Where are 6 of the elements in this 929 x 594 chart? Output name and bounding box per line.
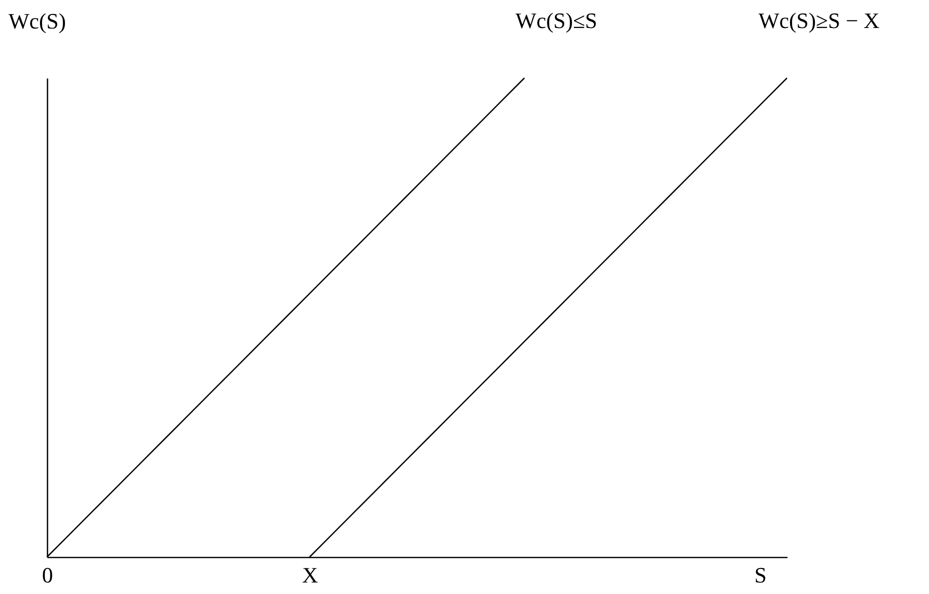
y-axis-title: Wc(S) bbox=[8, 8, 66, 34]
text: Wc(S)≥S − X bbox=[758, 8, 880, 33]
x-tick-label: 0 bbox=[42, 562, 53, 588]
x-tick-label: X bbox=[302, 562, 318, 588]
text: Wc(S)≤S bbox=[516, 8, 598, 33]
x-axis-title: S bbox=[754, 562, 767, 588]
